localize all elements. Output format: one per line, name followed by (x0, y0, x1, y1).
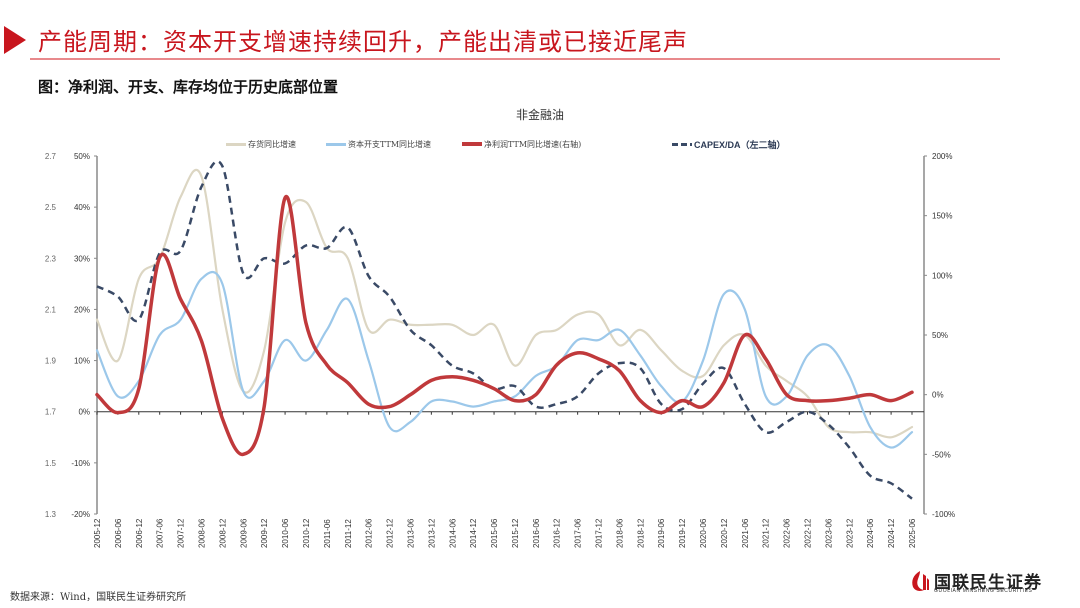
svg-text:2020-12: 2020-12 (720, 518, 729, 548)
svg-text:2014-06: 2014-06 (448, 518, 457, 548)
svg-text:2006-06: 2006-06 (114, 518, 123, 548)
svg-text:2023-06: 2023-06 (824, 518, 833, 548)
svg-text:2017-12: 2017-12 (595, 518, 604, 548)
legend-swatch-net-profit (462, 142, 482, 146)
svg-text:2018-12: 2018-12 (636, 518, 645, 548)
svg-text:2006-12: 2006-12 (135, 518, 144, 548)
svg-text:2011-12: 2011-12 (344, 519, 353, 548)
svg-text:2.1: 2.1 (45, 305, 57, 314)
svg-text:2012-12: 2012-12 (386, 518, 395, 548)
legend-item-inventory: 存货同比增速 (226, 137, 296, 151)
svg-text:2.5: 2.5 (45, 203, 57, 212)
svg-text:150%: 150% (932, 212, 952, 221)
svg-text:-10%: -10% (71, 459, 90, 468)
svg-text:2013-12: 2013-12 (427, 518, 436, 548)
page-title: 产能周期：资本开支增速持续回升，产能出清或已接近尾声 (38, 28, 688, 56)
svg-text:1.9: 1.9 (45, 357, 57, 366)
svg-text:1.3: 1.3 (45, 510, 57, 519)
legend-label-inventory: 存货同比增速 (248, 139, 296, 149)
capex-da-line (96, 160, 913, 500)
legend-item-capex-da: CAPEX/DA（左二轴） (672, 137, 786, 151)
legend-label-net-profit: 净利润TTM同比增速(右轴) (484, 139, 582, 149)
chart-legend: 存货同比增速 资本开支TTM同比增速 净利润TTM同比增速(右轴) CAPEX/… (0, 137, 1080, 151)
svg-text:2007-06: 2007-06 (156, 518, 165, 548)
logo-name-cn: 国联民生证券 (934, 573, 1042, 593)
svg-text:2021-12: 2021-12 (762, 518, 771, 548)
svg-text:2020-06: 2020-06 (699, 518, 708, 548)
svg-text:2.7: 2.7 (45, 152, 57, 161)
triangle-bullet-icon (4, 26, 26, 54)
legend-swatch-capex-da (672, 142, 692, 146)
svg-text:2012-06: 2012-06 (365, 518, 374, 548)
svg-text:30%: 30% (74, 254, 90, 263)
svg-text:2011-06: 2011-06 (323, 519, 332, 548)
svg-text:2.3: 2.3 (45, 254, 57, 263)
svg-text:0%: 0% (932, 391, 944, 400)
svg-text:50%: 50% (932, 331, 948, 340)
svg-text:2015-12: 2015-12 (511, 518, 520, 548)
svg-text:20%: 20% (74, 305, 90, 314)
net-profit-growth-line (95, 194, 914, 457)
svg-text:200%: 200% (932, 152, 952, 161)
legend-item-capex-growth: 资本开支TTM同比增速 (326, 137, 431, 151)
capex-growth-line (95, 270, 914, 449)
chart-axes: 50% 40% 30% 20% 10% 0% -10% -20% 2.7 2.5 2.3 2.1 1.9… (45, 152, 955, 548)
svg-text:2023-12: 2023-12 (845, 518, 854, 548)
chart-title: 非金融油 (515, 108, 564, 122)
svg-text:2016-06: 2016-06 (532, 518, 541, 548)
svg-text:2008-06: 2008-06 (197, 518, 206, 548)
svg-text:2019-06: 2019-06 (657, 518, 666, 548)
logo-name-en: GUOLIAN MINSHENG SECURITIES (934, 588, 1033, 594)
legend-item-net-profit: 净利润TTM同比增速(右轴) (462, 137, 581, 151)
svg-text:2021-06: 2021-06 (741, 518, 750, 548)
legend-label-capex-growth: 资本开支TTM同比增速 (348, 139, 432, 149)
company-logo: 国联民生证券 GUOLIAN MINSHENG SECURITIES (910, 568, 1060, 594)
svg-text:2007-12: 2007-12 (177, 518, 186, 548)
svg-text:2015-06: 2015-06 (490, 518, 499, 548)
svg-text:2009-06: 2009-06 (239, 518, 248, 548)
svg-text:-50%: -50% (932, 450, 951, 459)
svg-text:2017-06: 2017-06 (574, 518, 583, 548)
inventory-growth-line (95, 168, 914, 439)
svg-text:0%: 0% (78, 408, 90, 417)
header-divider (30, 58, 1000, 60)
svg-text:100%: 100% (932, 271, 952, 280)
legend-swatch-inventory (226, 142, 246, 146)
svg-text:40%: 40% (74, 203, 90, 212)
svg-text:2024-06: 2024-06 (866, 518, 875, 548)
legend-label-capex-da: CAPEX/DA（左二轴） (694, 139, 786, 150)
svg-text:2022-06: 2022-06 (783, 518, 792, 548)
svg-text:2018-06: 2018-06 (615, 518, 624, 548)
svg-text:-20%: -20% (71, 510, 90, 519)
figure-caption: 图：净利润、开支、库存均位于历史底部位置 (38, 78, 339, 96)
svg-text:1.7: 1.7 (45, 408, 57, 417)
svg-text:2016-12: 2016-12 (553, 518, 562, 548)
data-source-note: 数据来源：Wind，国联民生证券研究所 (10, 592, 187, 603)
section-header: 产能周期：资本开支增速持续回升，产能出清或已接近尾声 (0, 22, 1080, 62)
svg-text:-100%: -100% (932, 510, 955, 519)
svg-text:2014-12: 2014-12 (469, 518, 478, 548)
legend-swatch-capex-growth (326, 142, 346, 146)
chart-lines (95, 160, 914, 500)
svg-text:2025-06: 2025-06 (908, 518, 917, 548)
svg-text:2019-12: 2019-12 (678, 518, 687, 548)
svg-text:2009-12: 2009-12 (260, 518, 269, 548)
svg-text:10%: 10% (74, 357, 90, 366)
svg-text:1.5: 1.5 (45, 459, 57, 468)
svg-text:2010-12: 2010-12 (302, 518, 311, 548)
svg-text:2024-12: 2024-12 (887, 518, 896, 548)
svg-text:2010-06: 2010-06 (281, 518, 290, 548)
logo-flame-icon (912, 571, 929, 591)
svg-text:2008-12: 2008-12 (218, 518, 227, 548)
svg-text:2005-12: 2005-12 (93, 518, 102, 548)
svg-text:2013-06: 2013-06 (406, 518, 415, 548)
svg-text:50%: 50% (74, 152, 90, 161)
svg-text:2022-12: 2022-12 (804, 518, 813, 548)
